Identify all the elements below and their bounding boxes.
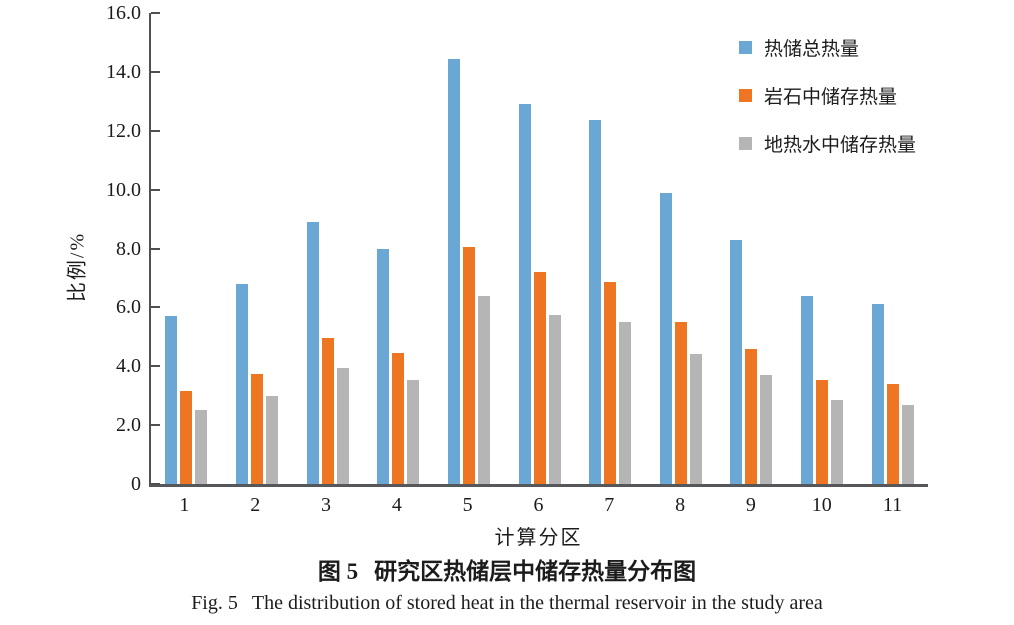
bar-group-zone-3 bbox=[292, 13, 363, 484]
y-tick-mark bbox=[151, 365, 160, 368]
y-tick-mark bbox=[151, 306, 160, 309]
y-tick-label: 0 bbox=[131, 473, 141, 495]
figure-title-en: The distribution of stored heat in the t… bbox=[251, 592, 823, 614]
y-tick-label: 6.0 bbox=[116, 296, 141, 319]
x-tick-label: 1 bbox=[179, 494, 190, 516]
bar bbox=[533, 272, 546, 484]
y-tick-mark bbox=[151, 483, 160, 485]
bar bbox=[265, 395, 278, 484]
bar bbox=[659, 192, 672, 484]
legend-swatch bbox=[739, 137, 752, 150]
plot-area: 0 2.0 4.0 6.0 8.0 10.0 12.0 14.0 16.0 bbox=[106, 3, 928, 494]
x-tick-label: 4 bbox=[391, 494, 402, 516]
y-tick-label: 16.0 bbox=[106, 2, 141, 24]
y-tick-label: 10.0 bbox=[106, 178, 141, 201]
y-tick-mark bbox=[151, 70, 160, 73]
bar-group-zone-10 bbox=[787, 13, 858, 484]
legend-item: 地热水中储存热量 bbox=[739, 130, 916, 157]
bar-group-zone-5 bbox=[434, 13, 505, 484]
y-tick-label: 2.0 bbox=[116, 414, 141, 437]
bar bbox=[180, 391, 193, 484]
bar bbox=[336, 367, 349, 484]
bar bbox=[447, 58, 460, 484]
bar bbox=[462, 247, 475, 484]
bar bbox=[730, 239, 743, 484]
y-tick-mark bbox=[151, 129, 160, 132]
bar bbox=[165, 316, 178, 484]
legend-swatch bbox=[739, 89, 752, 102]
figure-number-en: Fig. 5 bbox=[191, 592, 238, 614]
bar bbox=[745, 348, 758, 484]
x-tick-label: 2 bbox=[250, 494, 261, 516]
bar bbox=[392, 353, 405, 484]
x-tick-label: 3 bbox=[321, 494, 332, 516]
legend-item: 热储总热量 bbox=[739, 34, 916, 61]
bar bbox=[619, 322, 632, 484]
legend-label: 地热水中储存热量 bbox=[764, 135, 917, 156]
bar-group-zone-7 bbox=[575, 13, 646, 484]
bar bbox=[321, 338, 334, 484]
x-tick-label: 11 bbox=[882, 494, 903, 516]
x-tick-label: 7 bbox=[604, 494, 615, 516]
bar-group-zone-9 bbox=[716, 13, 787, 484]
y-tick-label: 14.0 bbox=[106, 60, 141, 83]
x-tick-label: 5 bbox=[462, 494, 473, 516]
y-tick-label: 4.0 bbox=[116, 355, 141, 378]
bar bbox=[407, 379, 420, 484]
figure-title-zh: 研究区热储层中储存热量分布图 bbox=[374, 559, 697, 584]
bar bbox=[760, 375, 773, 484]
x-axis-tick-labels: 1 2 3 4 5 6 7 8 9 10 11 bbox=[149, 494, 928, 517]
legend-item: 岩石中储存热量 bbox=[739, 82, 916, 109]
bar bbox=[377, 248, 390, 484]
figure-caption-zh: 图 5 研究区热储层中储存热量分布图 bbox=[0, 552, 1014, 586]
x-tick-label: 6 bbox=[533, 494, 544, 516]
legend-label: 热储总热量 bbox=[764, 39, 860, 60]
figure-caption-en: Fig. 5 The distribution of stored heat in… bbox=[0, 592, 1014, 615]
bar-group-zone-6 bbox=[504, 13, 575, 484]
bar bbox=[589, 120, 602, 484]
bar bbox=[548, 314, 561, 484]
bar bbox=[235, 283, 248, 484]
x-tick-label: 8 bbox=[675, 494, 686, 516]
bar bbox=[901, 404, 914, 484]
y-tick-mark bbox=[151, 424, 160, 427]
figure-number-zh: 图 5 bbox=[317, 559, 359, 584]
bar bbox=[871, 304, 884, 484]
y-tick-mark bbox=[151, 12, 160, 14]
bar bbox=[477, 295, 490, 484]
bar bbox=[306, 222, 319, 484]
y-axis-label: 比例/% bbox=[66, 231, 89, 303]
x-tick-label: 10 bbox=[811, 494, 832, 516]
bar bbox=[831, 400, 844, 484]
bar-group-zone-8 bbox=[645, 13, 716, 484]
bar bbox=[689, 354, 702, 484]
bar bbox=[195, 410, 208, 484]
bar bbox=[604, 282, 617, 484]
bar-group-zone-4 bbox=[363, 13, 434, 484]
legend-label: 岩石中储存热量 bbox=[764, 87, 898, 108]
bar-group-zone-2 bbox=[222, 13, 293, 484]
y-tick-label: 8.0 bbox=[116, 237, 141, 260]
bar-group-zone-1 bbox=[151, 13, 222, 484]
bar bbox=[250, 373, 263, 484]
bar-group-zone-11 bbox=[857, 13, 928, 484]
bar bbox=[518, 104, 531, 484]
bar bbox=[801, 295, 814, 484]
legend-swatch bbox=[739, 41, 752, 54]
bar bbox=[816, 379, 829, 484]
bar bbox=[674, 322, 687, 484]
x-axis-title: 计算分区 bbox=[494, 527, 583, 549]
legend: 热储总热量岩石中储存热量 地热水中储存热量 bbox=[739, 34, 916, 178]
y-tick-mark bbox=[151, 188, 160, 191]
bar-groups bbox=[151, 13, 928, 484]
y-tick-mark bbox=[151, 247, 160, 250]
bar bbox=[886, 383, 899, 484]
x-tick-label: 9 bbox=[745, 494, 756, 516]
y-tick-label: 12.0 bbox=[106, 119, 141, 142]
